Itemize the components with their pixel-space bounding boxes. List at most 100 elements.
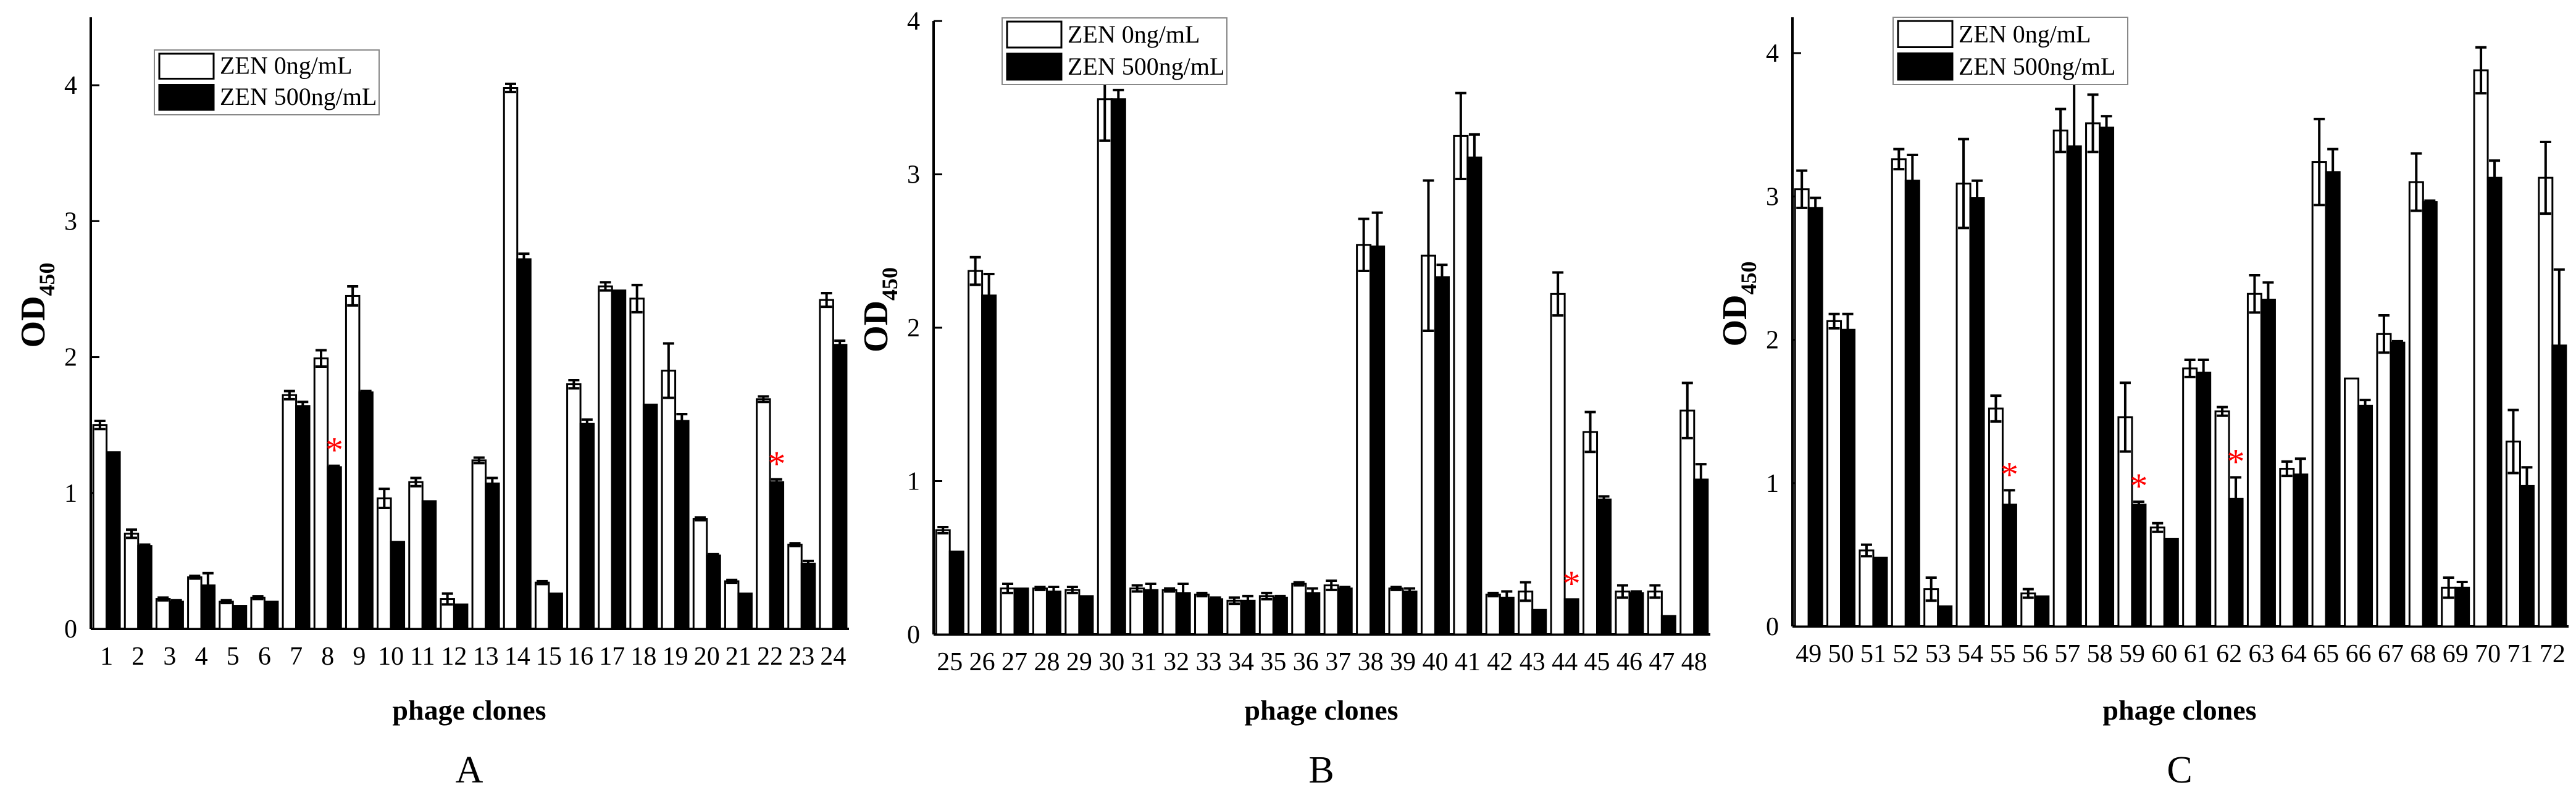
bar-zen-500: [106, 451, 121, 630]
bar-zen-0: [1859, 549, 1875, 628]
bar-zen-500: [2422, 201, 2438, 628]
bar-zen-0: [123, 533, 140, 630]
bar-zen-0: [2149, 526, 2165, 628]
bar-zen-500: [232, 605, 248, 630]
bar-zen-500: [1807, 207, 1823, 628]
bar-zen-0: [503, 87, 519, 630]
bar-zen-500: [327, 466, 342, 630]
bar-zen-500: [737, 592, 753, 630]
bar-zen-0: [2246, 293, 2262, 628]
bar-zen-500: [832, 344, 848, 630]
y-tick-label: 2: [1766, 326, 1779, 355]
x-tick-label: 68: [2410, 640, 2436, 668]
bar-zen-500: [1937, 605, 1953, 628]
x-tick-label: 27: [1002, 648, 1027, 676]
legend-swatch: [1897, 52, 1954, 81]
x-tick-label: 5: [227, 642, 240, 671]
x-tick-label: 31: [1131, 648, 1157, 676]
legend-swatch: [158, 52, 215, 80]
x-tick-label: 47: [1649, 648, 1675, 676]
y-axis-label-subscript: 450: [1736, 262, 1761, 295]
bar-zen-0: [598, 285, 613, 630]
legend: ZEN 0ng/mL ZEN 500ng/mL: [154, 49, 380, 115]
x-tick-label: 61: [2184, 640, 2210, 668]
y-tick-label: 2: [907, 314, 920, 343]
y-axis-label: OD450: [14, 263, 59, 348]
bar-zen-0: [1064, 589, 1081, 636]
bar-zen-0: [1388, 587, 1404, 636]
y-tick-label: 1: [1766, 470, 1779, 498]
bar-zen-0: [282, 394, 298, 630]
bar-zen-0: [377, 497, 392, 630]
bar-zen-0: [629, 297, 645, 630]
bar-zen-500: [1045, 590, 1061, 636]
bar-zen-0: [345, 294, 361, 630]
x-tick-label: 53: [1925, 640, 1951, 668]
x-tick-label: 40: [1422, 648, 1448, 676]
x-tick-label: 52: [1892, 640, 1918, 668]
bar-zen-500: [2293, 473, 2309, 628]
bar-zen-0: [724, 580, 740, 630]
bar-zen-0: [787, 543, 803, 630]
x-tick-label: 36: [1293, 648, 1319, 676]
bar-zen-0: [2408, 181, 2424, 628]
y-tick-label: 0: [1766, 613, 1779, 641]
bar-zen-500: [358, 391, 374, 630]
x-tick-label: 37: [1325, 648, 1351, 676]
bar-zen-500: [1337, 587, 1353, 636]
x-tick-label: 4: [195, 642, 208, 671]
bar-zen-0: [408, 481, 424, 630]
x-tick-label: 8: [321, 642, 334, 671]
bar-zen-0: [1955, 182, 1972, 628]
x-tick-label: 50: [1828, 640, 1854, 668]
bar-zen-500: [1840, 328, 1856, 628]
bar-zen-0: [2473, 69, 2489, 628]
y-tick-label: 3: [907, 161, 920, 189]
bar-zen-500: [1078, 595, 1094, 636]
bar-zen-500: [1013, 587, 1029, 636]
legend-swatch: [158, 84, 215, 111]
x-tick-label: 12: [441, 642, 467, 671]
x-tick-label: 66: [2346, 640, 2372, 668]
bar-zen-0: [2279, 468, 2295, 628]
x-tick-label: 20: [694, 642, 720, 671]
bar-zen-500: [453, 603, 469, 630]
panel-label: C: [2167, 749, 2192, 791]
y-tick-label: 2: [64, 344, 77, 372]
bar-zen-0: [1258, 595, 1274, 636]
x-tick-label: 3: [163, 642, 176, 671]
bar-zen-0: [1826, 320, 1842, 628]
bar-zen-500: [1208, 598, 1224, 636]
x-tick-label: 59: [2119, 640, 2145, 668]
x-tick-label: 45: [1584, 648, 1610, 676]
bar-zen-500: [137, 545, 153, 630]
bar-zen-0: [1679, 409, 1696, 636]
x-tick-label: 48: [1681, 648, 1707, 676]
bar-zen-0: [756, 398, 771, 630]
bar-zen-0: [1129, 587, 1145, 636]
x-tick-label: 34: [1228, 648, 1254, 676]
bar-zen-500: [674, 420, 690, 630]
bar-zen-0: [661, 370, 677, 630]
chart-panel-C: 0 1 2 3 4 OD450 49 50 51 52 53 54 55 56 57 58 59 60 61 62 63…: [1716, 17, 2569, 791]
x-tick-label: 16: [567, 642, 593, 671]
bar-zen-500: [2034, 595, 2050, 628]
panel-label: A: [456, 749, 483, 791]
bar-zen-500: [1402, 590, 1418, 636]
x-tick-label: 29: [1066, 648, 1092, 676]
bar-zen-500: [2099, 127, 2115, 628]
bar-zen-500: [295, 405, 311, 630]
bar-zen-500: [2357, 404, 2373, 628]
bar-zen-0: [1032, 587, 1048, 636]
bar-zen-500: [579, 422, 595, 630]
y-tick-label: 0: [64, 615, 77, 644]
bar-zen-0: [250, 596, 266, 630]
x-tick-label: 38: [1358, 648, 1384, 676]
x-tick-label: 21: [726, 642, 751, 671]
bar-zen-0: [1323, 584, 1339, 636]
x-tick-label: 13: [473, 642, 499, 671]
bar-zen-0: [566, 383, 582, 630]
x-tick-label: 72: [2540, 640, 2566, 668]
